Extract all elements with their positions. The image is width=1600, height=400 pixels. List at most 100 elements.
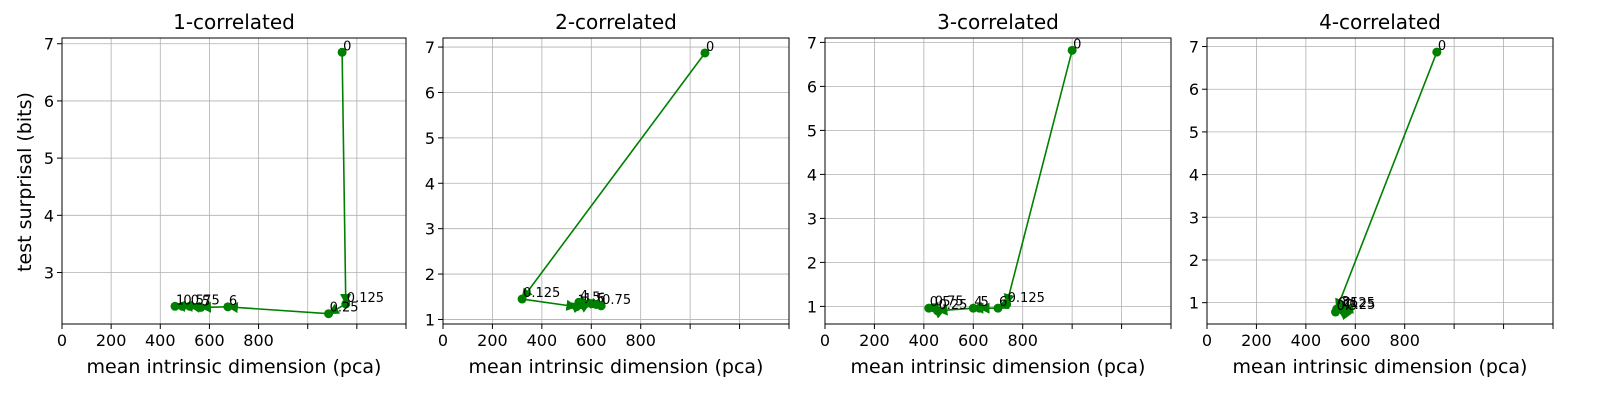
y-tick-label: 6 [44, 92, 54, 111]
chart-title: 3-correlated [937, 10, 1059, 34]
y-tick-label: 4 [1189, 166, 1199, 185]
y-tick-label: 1 [425, 310, 435, 329]
point-label: 6 [999, 295, 1007, 310]
x-axis-label: mean intrinsic dimension (pca) [851, 356, 1146, 378]
x-tick-label: 0 [438, 331, 448, 350]
point-label: 4 [974, 295, 982, 310]
x-tick-label: 200 [859, 331, 890, 350]
figure-ylabel: test surprisal (bits) [14, 92, 36, 272]
y-tick-label: 4 [807, 165, 817, 184]
y-tick-label: 5 [425, 129, 435, 148]
data-point [1002, 299, 1012, 309]
x-tick-label: 0 [1202, 331, 1212, 350]
axes-frame [61, 37, 407, 325]
y-tick-label: 7 [44, 35, 54, 54]
y-tick-label: 5 [44, 149, 54, 168]
point-label: 0.75 [191, 293, 220, 308]
point-label: 6 [597, 291, 605, 306]
x-axis-label: mean intrinsic dimension (pca) [1233, 356, 1528, 378]
x-tick-label: 200 [96, 331, 127, 350]
x-tick-label: 600 [194, 331, 225, 350]
point-label: 0.125 [523, 286, 560, 301]
chart-title: 4-correlated [1319, 10, 1441, 34]
data-point [924, 303, 934, 313]
y-tick-label: 5 [807, 121, 817, 140]
y-tick-label: 4 [425, 174, 435, 193]
chart-panel-1: 0 200 400 600 800 3 4 5 6 7 1-correlated mean intri… [44, 10, 407, 378]
data-point [974, 303, 984, 313]
trajectory-arrow [226, 301, 329, 315]
point-label: 0.5 [183, 293, 204, 308]
point-label: 0 [1438, 39, 1446, 54]
y-tick-label: 7 [425, 38, 435, 57]
y-tick-label: 2 [1189, 251, 1199, 270]
y-tick-label: 1 [807, 297, 817, 316]
point-label: 0.125 [1008, 291, 1045, 306]
y-tick-label: 4 [44, 206, 54, 225]
point-label: 5 [592, 291, 600, 306]
y-tick-label: 3 [807, 209, 817, 228]
point-label: 0 [706, 40, 714, 55]
x-tick-label: 800 [243, 331, 274, 350]
data-point [196, 302, 206, 312]
point-label: 5 [980, 295, 988, 310]
axes-frame [1206, 37, 1554, 325]
x-tick-label: 400 [145, 331, 176, 350]
x-axis-label: mean intrinsic dimension (pca) [469, 356, 764, 378]
point-label: 0.5 [1337, 299, 1358, 314]
trajectory-arrow [1003, 50, 1073, 306]
point-label: 6 [229, 294, 237, 309]
point-label: 0.75 [935, 295, 964, 310]
point-label: 3 [1341, 295, 1349, 310]
y-tick-label: 3 [425, 220, 435, 239]
x-tick-label: 600 [1340, 331, 1371, 350]
data-point [223, 302, 233, 312]
data-point [574, 297, 584, 307]
data-point [968, 303, 978, 313]
y-tick-label: 6 [807, 77, 817, 96]
x-tick-label: 600 [958, 331, 989, 350]
x-tick-label: 800 [1007, 331, 1038, 350]
data-point [596, 301, 606, 311]
x-tick-label: 800 [1389, 331, 1420, 350]
trajectory-arrow [199, 301, 228, 313]
data-point [185, 301, 195, 311]
trajectory-arrow [521, 298, 578, 311]
axes-frame [824, 37, 1172, 325]
data-point [177, 301, 187, 311]
y-tick-label: 7 [1189, 38, 1199, 57]
point-label: 0 [343, 39, 351, 54]
y-tick-label: 3 [1189, 208, 1199, 227]
data-point [337, 47, 347, 57]
y-tick-label: 7 [807, 33, 817, 52]
x-axis-label: mean intrinsic dimension (pca) [87, 356, 382, 378]
x-tick-label: 0 [57, 331, 67, 350]
point-label: 0.25 [330, 301, 359, 316]
y-tick-label: 2 [425, 265, 435, 284]
data-point [324, 309, 334, 319]
y-tick-label: 2 [807, 253, 817, 272]
point-label: 5 [202, 294, 210, 309]
y-tick-label: 6 [1189, 80, 1199, 99]
point-label: 4 [580, 289, 588, 304]
data-point [993, 303, 1003, 313]
data-point [517, 294, 527, 304]
point-label: 0.125 [347, 291, 384, 306]
y-tick-label: 3 [44, 264, 54, 283]
chart-title: 2-correlated [555, 10, 677, 34]
point-label: 5 [1350, 296, 1358, 311]
data-point [1331, 307, 1341, 317]
data-point [1067, 45, 1077, 55]
y-tick-label: 6 [425, 83, 435, 102]
point-label: 0 [1073, 37, 1081, 52]
trajectory-arrow [1335, 51, 1438, 311]
point-label: 0.5 [930, 295, 951, 310]
point-label: 0.25 [938, 298, 967, 313]
point-label: 0.25 [1346, 298, 1375, 313]
trajectory-arrow [340, 52, 352, 306]
x-tick-label: 600 [576, 331, 607, 350]
y-tick-label: 5 [1189, 123, 1199, 142]
